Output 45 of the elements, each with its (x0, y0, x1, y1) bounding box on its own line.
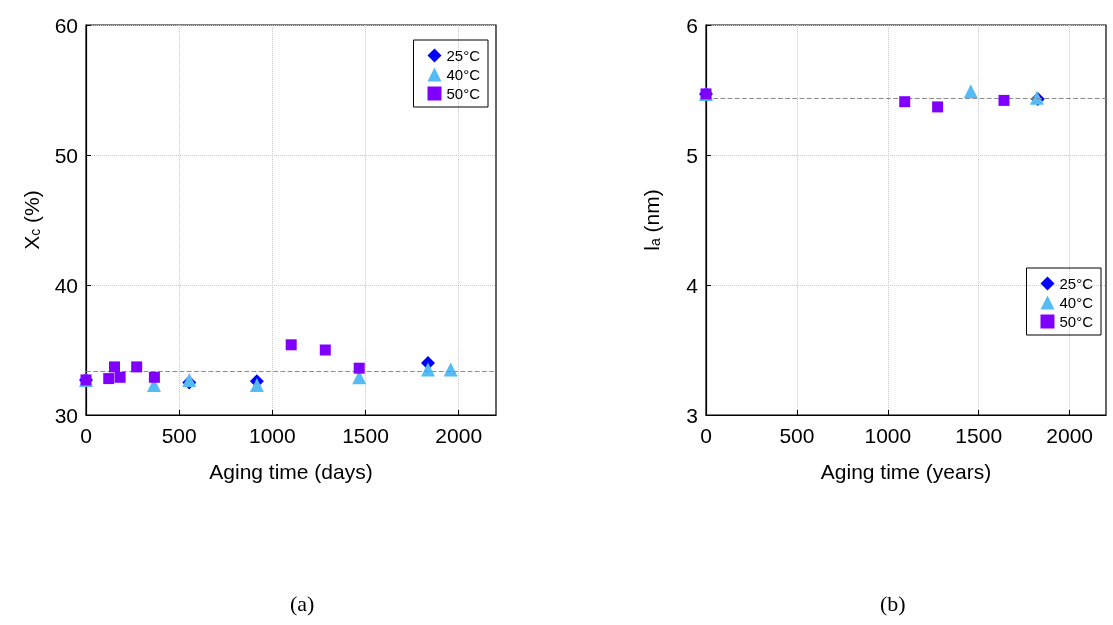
point (998, 94, 1010, 106)
text: (b) (880, 590, 906, 616)
legend-label: 50°C (1059, 313, 1094, 330)
x-tick-label: 1000 (249, 424, 296, 447)
x-tick-label: 0 (80, 424, 92, 447)
x-tick-label: 1500 (955, 424, 1003, 447)
y-tick-label: 30 (54, 403, 78, 427)
legend-label: 25°C (1059, 275, 1094, 292)
x-tick-label: 500 (779, 424, 815, 447)
point (353, 362, 365, 374)
point (109, 361, 121, 373)
y-tick-label: 40 (54, 273, 78, 297)
point (114, 371, 126, 383)
point (131, 361, 143, 373)
y-tick-label: 5 (686, 143, 698, 167)
point (249, 378, 264, 393)
legend-label: 40°C (1059, 294, 1094, 311)
legend-label: 25°C (446, 47, 481, 64)
point (443, 362, 458, 377)
x-tick-label: 2000 (1046, 424, 1093, 447)
y-tick-label: 4 (686, 273, 699, 297)
y-tick-label: 3 (686, 403, 698, 427)
y-tick-label: 50 (54, 143, 78, 167)
text: (a) (290, 590, 315, 616)
point (103, 373, 115, 385)
legend-label: 40°C (446, 66, 481, 83)
x-tick-label: 2000 (435, 424, 483, 447)
x-tick-label: 1000 (864, 424, 912, 447)
x-axis-title: Aging time (years) (820, 460, 992, 483)
x-tick-label: 500 (161, 424, 197, 447)
y-tick-label: 6 (686, 13, 698, 37)
legend-label: 50°C (446, 85, 481, 102)
point (963, 84, 978, 99)
x-axis-title: Aging time (days) (209, 460, 373, 483)
point (420, 362, 435, 377)
y-axis-title: la (nm) (640, 189, 663, 251)
point (319, 344, 331, 356)
point (148, 371, 160, 383)
point (932, 101, 944, 113)
y-axis-title: Xc (%) (20, 190, 43, 250)
y-tick-label: 60 (54, 13, 78, 37)
point (899, 96, 911, 108)
x-tick-label: 0 (700, 424, 712, 447)
x-tick-label: 1500 (342, 424, 389, 447)
point (285, 339, 297, 351)
